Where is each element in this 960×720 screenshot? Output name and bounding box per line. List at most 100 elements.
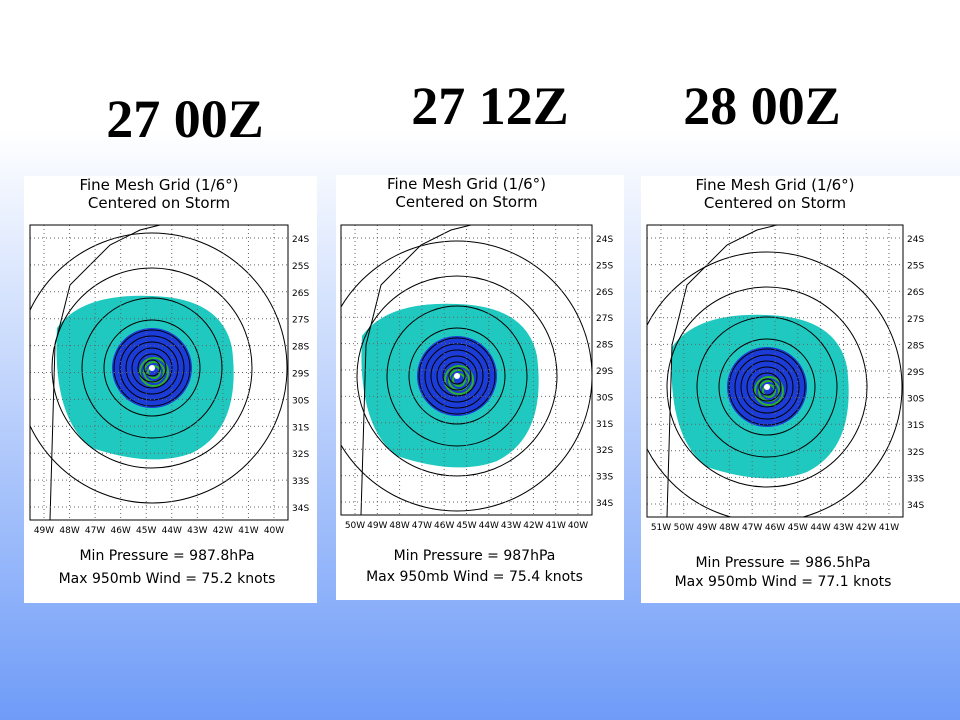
panel-subtitle: Centered on Storm bbox=[704, 194, 846, 212]
lon-label: 45W bbox=[788, 523, 808, 533]
map-area bbox=[647, 225, 903, 517]
lon-label: 46W bbox=[434, 521, 454, 531]
lat-label: 33S bbox=[292, 477, 309, 487]
lon-label: 48W bbox=[59, 526, 79, 536]
map-area bbox=[341, 225, 592, 515]
lat-label: 28S bbox=[596, 341, 613, 351]
lat-label: 33S bbox=[907, 474, 924, 484]
lat-label: 24S bbox=[292, 235, 309, 245]
panel-title: Fine Mesh Grid (1/6°) bbox=[79, 176, 238, 194]
lon-label: 48W bbox=[719, 523, 739, 533]
isobar bbox=[51, 267, 253, 469]
lat-label: 25S bbox=[907, 262, 924, 272]
map-panel: Fine Mesh Grid (1/6°)Centered on Storm 24… bbox=[336, 175, 624, 600]
lon-label: 40W bbox=[568, 521, 588, 531]
isobar bbox=[718, 338, 816, 436]
isobar bbox=[728, 348, 806, 426]
isobar bbox=[746, 366, 788, 408]
lat-label: 30S bbox=[907, 395, 924, 405]
lat-label: 34S bbox=[292, 504, 309, 514]
isobar bbox=[81, 297, 223, 439]
heading: 27 00Z bbox=[106, 89, 264, 149]
lat-label: 24S bbox=[907, 235, 924, 245]
lat-label: 34S bbox=[907, 501, 924, 511]
lon-label: 46W bbox=[110, 526, 130, 536]
lon-label: 51W bbox=[651, 523, 671, 533]
lon-label: 43W bbox=[187, 526, 207, 536]
lon-label: 45W bbox=[136, 526, 156, 536]
lon-label: 41W bbox=[546, 521, 566, 531]
isobar bbox=[125, 341, 179, 395]
lat-label: 32S bbox=[907, 448, 924, 458]
isobar bbox=[734, 354, 800, 420]
isobar bbox=[341, 240, 592, 512]
lat-label: 25S bbox=[292, 262, 309, 272]
lon-label: 44W bbox=[162, 526, 182, 536]
lon-label: 47W bbox=[742, 523, 762, 533]
lat-label: 26S bbox=[292, 289, 309, 299]
pressure-text: Min Pressure = 987hPa bbox=[394, 548, 556, 564]
isobar bbox=[408, 327, 506, 425]
lat-label: 28S bbox=[907, 341, 924, 351]
lon-label: 49W bbox=[367, 521, 387, 531]
lon-label: 42W bbox=[523, 521, 543, 531]
isobar bbox=[386, 305, 528, 447]
lat-label: 25S bbox=[596, 261, 613, 271]
wind-text: Max 950mb Wind = 77.1 knots bbox=[675, 574, 892, 590]
lon-label: 50W bbox=[345, 521, 365, 531]
coastline bbox=[360, 225, 472, 515]
isobar bbox=[103, 319, 201, 417]
lat-label: 31S bbox=[596, 420, 613, 430]
eye bbox=[149, 365, 155, 371]
strong-wind bbox=[139, 357, 169, 387]
isobar bbox=[30, 232, 288, 504]
strong-wind bbox=[444, 365, 474, 395]
lat-label: 32S bbox=[596, 446, 613, 456]
lat-label: 27S bbox=[596, 314, 613, 324]
strong-wind bbox=[754, 376, 784, 406]
map-frame bbox=[340, 224, 593, 516]
lat-label: 26S bbox=[907, 288, 924, 298]
lon-label: 50W bbox=[674, 523, 694, 533]
lat-label: 29S bbox=[907, 368, 924, 378]
isobar bbox=[758, 378, 776, 396]
panel-title: Fine Mesh Grid (1/6°) bbox=[387, 175, 546, 193]
isobar bbox=[752, 372, 782, 402]
isobar bbox=[448, 367, 466, 385]
isobar bbox=[666, 286, 868, 488]
eye bbox=[454, 373, 460, 379]
lat-label: 29S bbox=[292, 370, 309, 380]
map-frame bbox=[646, 224, 904, 518]
panel-title: Fine Mesh Grid (1/6°) bbox=[695, 176, 854, 194]
isobar bbox=[442, 361, 472, 391]
map-area bbox=[30, 225, 288, 520]
map-frame bbox=[29, 224, 289, 521]
lon-label: 46W bbox=[765, 523, 785, 533]
lon-label: 42W bbox=[213, 526, 233, 536]
lat-label: 34S bbox=[596, 499, 613, 509]
lat-label: 27S bbox=[907, 315, 924, 325]
lon-label: 48W bbox=[389, 521, 409, 531]
wind-text: Max 950mb Wind = 75.4 knots bbox=[366, 569, 583, 585]
lat-label: 29S bbox=[596, 367, 613, 377]
isobar bbox=[647, 251, 903, 517]
isobar bbox=[430, 349, 484, 403]
pressure-text: Min Pressure = 987.8hPa bbox=[79, 548, 254, 564]
heading: 27 12Z bbox=[411, 76, 569, 136]
lon-label: 42W bbox=[856, 523, 876, 533]
lon-label: 41W bbox=[238, 526, 258, 536]
panel-subtitle: Centered on Storm bbox=[395, 193, 537, 211]
lon-label: 45W bbox=[456, 521, 476, 531]
lat-label: 31S bbox=[907, 421, 924, 431]
lat-label: 26S bbox=[596, 288, 613, 298]
isobar bbox=[137, 353, 167, 383]
lon-label: 43W bbox=[833, 523, 853, 533]
lon-label: 44W bbox=[810, 523, 830, 533]
lon-label: 44W bbox=[479, 521, 499, 531]
panel-subtitle: Centered on Storm bbox=[88, 194, 230, 212]
lat-label: 30S bbox=[596, 393, 613, 403]
lon-label: 47W bbox=[412, 521, 432, 531]
isobar bbox=[119, 335, 185, 401]
lon-label: 49W bbox=[34, 526, 54, 536]
isobar bbox=[418, 337, 496, 415]
